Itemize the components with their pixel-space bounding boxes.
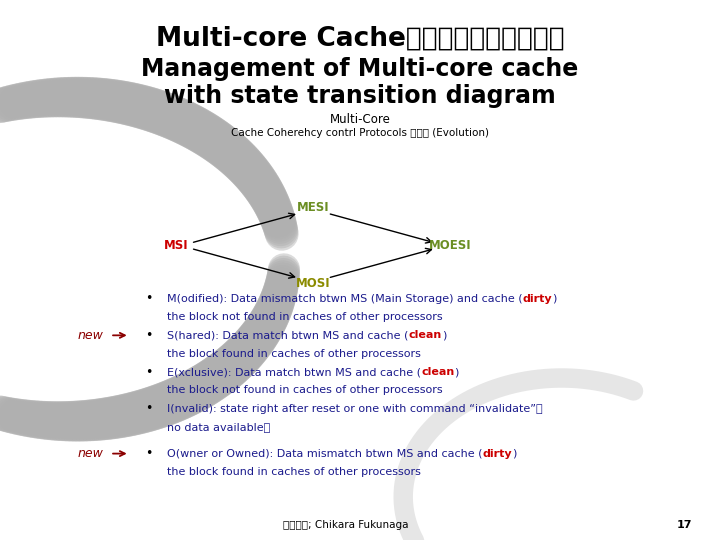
- Text: O(wner or Owned): Data mismatch btwn MS and cache (: O(wner or Owned): Data mismatch btwn MS …: [167, 449, 482, 458]
- Text: Management of Multi-core cache: Management of Multi-core cache: [141, 57, 579, 80]
- Text: dirty: dirty: [482, 449, 512, 458]
- Text: S(hared): Data match btwn MS and cache (: S(hared): Data match btwn MS and cache (: [167, 330, 408, 340]
- Text: new: new: [77, 329, 103, 342]
- Text: MOSI: MOSI: [296, 277, 330, 290]
- Text: ): ): [454, 367, 459, 377]
- Text: clean: clean: [408, 330, 441, 340]
- Text: dirty: dirty: [523, 294, 552, 303]
- Text: MOESI: MOESI: [428, 239, 472, 252]
- Text: no data available）: no data available）: [167, 422, 270, 432]
- Text: ): ): [441, 330, 446, 340]
- Text: 17: 17: [676, 520, 692, 530]
- Text: ): ): [512, 449, 516, 458]
- Text: the block not found in caches of other processors: the block not found in caches of other p…: [167, 312, 443, 322]
- Text: 福永　力; Chikara Fukunaga: 福永 力; Chikara Fukunaga: [283, 520, 408, 530]
- Text: E(xclusive): Data match btwn MS and cache (: E(xclusive): Data match btwn MS and cach…: [167, 367, 421, 377]
- Text: the block found in caches of other processors: the block found in caches of other proce…: [167, 467, 421, 477]
- Text: •: •: [145, 402, 152, 415]
- Text: MESI: MESI: [297, 201, 330, 214]
- Text: •: •: [145, 292, 152, 305]
- Text: the block not found in caches of other processors: the block not found in caches of other p…: [167, 386, 443, 395]
- Text: new: new: [77, 447, 103, 460]
- Text: the block found in caches of other processors: the block found in caches of other proce…: [167, 349, 421, 359]
- Text: •: •: [145, 329, 152, 342]
- Text: Multi-Core: Multi-Core: [330, 113, 390, 126]
- Text: Cache Coherehcy contrl Protocols の進化 (Evolution): Cache Coherehcy contrl Protocols の進化 (Ev…: [231, 128, 489, 138]
- Text: clean: clean: [421, 367, 454, 377]
- Text: •: •: [145, 447, 152, 460]
- Text: with state transition diagram: with state transition diagram: [164, 84, 556, 108]
- Text: I(nvalid): state right after reset or one with command “invalidate”（: I(nvalid): state right after reset or on…: [167, 404, 543, 414]
- Text: M(odified): Data mismatch btwn MS (Main Storage) and cache (: M(odified): Data mismatch btwn MS (Main …: [167, 294, 523, 303]
- Text: •: •: [145, 366, 152, 379]
- Text: ): ): [552, 294, 557, 303]
- Text: MSI: MSI: [164, 239, 189, 252]
- Text: Multi-core Cache状態遷移図による管理: Multi-core Cache状態遷移図による管理: [156, 26, 564, 52]
